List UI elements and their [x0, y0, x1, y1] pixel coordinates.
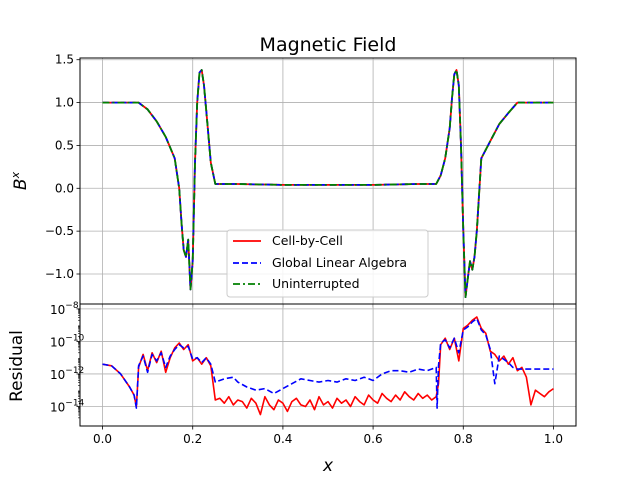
bottom-x-tick-label-2: 0.4 — [273, 432, 292, 446]
legend: Cell-by-Cell Global Linear Algebra Unint… — [226, 229, 429, 298]
bottom-x-tick-label-5: 1.0 — [544, 432, 563, 446]
bottom-x-label: x — [322, 456, 334, 476]
legend-label-cell-by-cell: Cell-by-Cell — [272, 233, 343, 248]
chart-title: Magnetic Field — [260, 34, 397, 56]
legend-label-global-linear-algebra: Global Linear Algebra — [272, 255, 407, 270]
top-series-line-1 — [102, 69, 554, 299]
top-series — [102, 69, 554, 299]
bottom-series-line-0 — [102, 316, 554, 416]
top-y-ticks: −1.0 −0.5 0.0 0.5 1.0 1.5 — [45, 53, 554, 308]
bottom-y-tick-label-1: 10−12 — [50, 366, 84, 382]
legend-label-uninterrupted: Uninterrupted — [272, 276, 360, 291]
top-y-tick-label-1: −0.5 — [45, 224, 74, 238]
bottom-axes-frame — [79, 303, 577, 427]
top-y-tick-label-4: 1.0 — [55, 96, 74, 110]
bottom-series — [102, 316, 554, 416]
bottom-x-tick-label-3: 0.6 — [364, 432, 383, 446]
bottom-ticks: 0.0 0.2 0.4 0.6 0.8 1.0 10−14 10−12 10−10 10−8 — [50, 301, 563, 446]
bottom-y-tick-label-0: 10−14 — [50, 398, 85, 414]
top-grid — [80, 58, 576, 304]
top-y-tick-label-2: 0.0 — [55, 181, 74, 195]
bottom-x-tick-label-0: 0.0 — [93, 432, 112, 446]
bottom-grid — [80, 304, 576, 426]
top-y-label: Bx — [9, 171, 31, 190]
top-y-tick-label-5: 1.5 — [55, 53, 74, 67]
bottom-series-line-1 — [102, 317, 554, 409]
bottom-x-tick-label-4: 0.8 — [454, 432, 473, 446]
bottom-x-tick-label-1: 0.2 — [183, 432, 202, 446]
top-y-tick-label-3: 0.5 — [55, 138, 74, 152]
bottom-y-tick-label-2: 10−10 — [50, 333, 85, 349]
top-y-label-base: B — [11, 178, 31, 190]
bottom-y-label: Residual — [7, 330, 27, 402]
top-y-label-sup: x — [9, 171, 22, 179]
bottom-y-tick-label-3: 10−8 — [50, 301, 79, 317]
legend-box — [226, 229, 429, 298]
top-y-tick-label-0: −1.0 — [45, 267, 74, 281]
